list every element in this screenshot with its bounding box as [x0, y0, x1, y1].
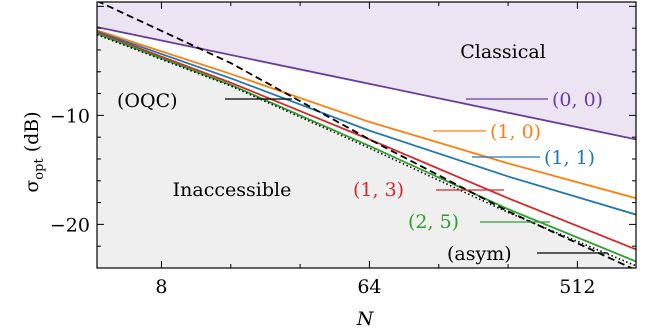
series-line-1-1 [97, 30, 636, 216]
y-axis-label: σopt (dB) [21, 111, 47, 192]
series-label-1-3: (1, 3) [353, 179, 404, 201]
series-label-0-0: (0, 0) [552, 89, 603, 111]
series-line-0-0 [97, 26, 636, 141]
x-tick-label: 512 [559, 276, 595, 298]
y-tick-label: −20 [50, 214, 90, 236]
classical-label: Classical [460, 41, 546, 63]
plot-frame [96, 1, 637, 269]
text-layer: σopt (dB) N 8 64 512 −10 −20 Classical Inacces… [21, 41, 608, 330]
series-label-1-0: (1, 0) [490, 121, 541, 143]
series-line-oqc [97, 2, 634, 268]
series-line-2-5 [97, 32, 636, 263]
series-label-1-1: (1, 1) [544, 147, 595, 169]
y-tick-label: −10 [50, 105, 90, 127]
plot-inner [97, 2, 636, 268]
x-axis-label: N [356, 308, 375, 330]
plot-area [96, 1, 637, 269]
classical-region [97, 2, 636, 140]
series-label-asym: (asym) [447, 243, 512, 265]
inaccessible-label: Inaccessible [173, 179, 292, 201]
x-tick-label: 8 [155, 276, 167, 298]
series-label-2-5: (2, 5) [408, 211, 459, 233]
series-line-1-0 [97, 29, 636, 200]
series-label-oqc: (OQC) [117, 90, 178, 112]
series-line-1-3 [97, 31, 636, 251]
x-tick-label: 64 [357, 276, 381, 298]
